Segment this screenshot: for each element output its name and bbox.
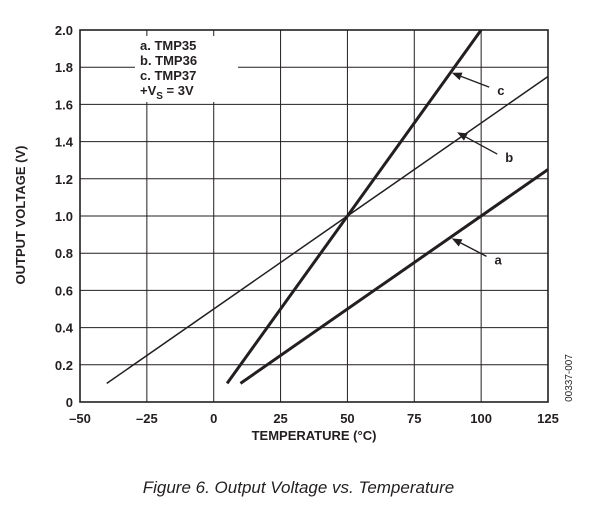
x-tick-label: 125 [537, 411, 559, 426]
callout-arrowhead-c [451, 72, 463, 81]
x-tick-label: 0 [210, 411, 217, 426]
y-tick-label: 0.6 [55, 283, 73, 298]
x-tick-label: 50 [340, 411, 354, 426]
callout-label-c: c [497, 83, 504, 98]
y-tick-label: 1.2 [55, 172, 73, 187]
x-axis-title: TEMPERATURE (°C) [252, 428, 377, 443]
callout-label-b: b [505, 150, 513, 165]
y-tick-labels: 0 0.2 0.4 0.6 0.8 1.0 1.2 1.4 1.6 1.8 2.0 [55, 23, 74, 410]
y-axis-title: OUTPUT VOLTAGE (V) [13, 146, 28, 285]
y-tick-label: 1.4 [55, 135, 74, 150]
callout-arrowhead-b [457, 132, 468, 141]
x-tick-label: 25 [273, 411, 287, 426]
y-tick-label: 2.0 [55, 23, 73, 38]
y-tick-label: 0.8 [55, 246, 73, 261]
figure-caption: Figure 6. Output Voltage vs. Temperature [142, 478, 455, 497]
y-tick-label: 0.4 [55, 321, 74, 336]
x-tick-label: 100 [470, 411, 492, 426]
legend-supply-voltage: +VS = 3V [140, 83, 194, 102]
callout-label-a: a [495, 252, 503, 267]
callout-arrow-a [460, 242, 487, 257]
x-tick-label: 75 [407, 411, 421, 426]
plot-frame [79, 29, 549, 403]
series-line-b [106, 75, 549, 385]
legend-background [135, 36, 238, 102]
y-tick-label: 0.2 [55, 358, 73, 373]
series-line-c [225, 29, 483, 385]
y-tick-label: 0 [66, 395, 73, 410]
legend-entry: b. TMP36 [140, 53, 197, 68]
series-line-a [239, 168, 549, 385]
y-tick-label: 1.0 [55, 209, 73, 224]
callout-arrow-b [465, 136, 498, 155]
y-tick-label: 1.6 [55, 97, 73, 112]
legend-entry: c. TMP37 [140, 68, 196, 83]
chart-annotations: a b c [451, 72, 513, 267]
x-tick-label: –50 [69, 411, 91, 426]
callout-arrow-c [460, 75, 490, 88]
y-tick-label: 1.8 [55, 60, 73, 75]
legend-entry: a. TMP35 [140, 38, 196, 53]
callout-arrowhead-a [451, 238, 463, 247]
x-tick-label: –25 [136, 411, 158, 426]
x-tick-labels: –50 –25 0 25 50 75 100 125 [69, 411, 559, 426]
figure-id: 00337-007 [564, 354, 575, 402]
chart-series [106, 29, 549, 385]
